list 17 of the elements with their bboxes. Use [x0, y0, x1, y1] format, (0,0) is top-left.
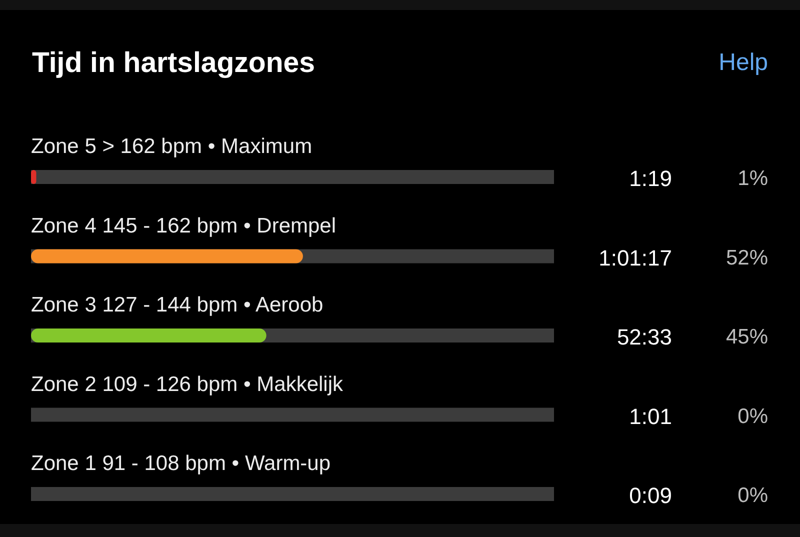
data-label: 45% [726, 326, 768, 349]
text: Help [718, 49, 768, 76]
data-label: 0% [738, 484, 768, 508]
y-tick-label: Zone 3 127 - 144 bpm • Aeroob [31, 294, 324, 317]
data-label: 52% [726, 246, 768, 270]
y-tick-label: Zone 5 > 162 bpm • Maximum [31, 135, 312, 158]
y-tick-label: Zone 2 109 - 126 bpm • Makkelijk [31, 372, 344, 396]
text: 1:01:17 [598, 245, 672, 270]
text: 1:01 [629, 404, 672, 429]
text: 52:33 [616, 324, 672, 350]
y-tick-label: Zone 1 91 - 108 bpm • Warm-up [31, 452, 331, 476]
data-label: 1% [738, 167, 768, 190]
text: 0:09 [629, 483, 672, 508]
y-tick-label: Zone 4 145 - 162 bpm • Drempel [31, 214, 336, 238]
data-label: 0% [738, 404, 768, 428]
chart-title: Tijd in hartslagzones [32, 47, 315, 79]
text: 1:19 [629, 166, 672, 192]
